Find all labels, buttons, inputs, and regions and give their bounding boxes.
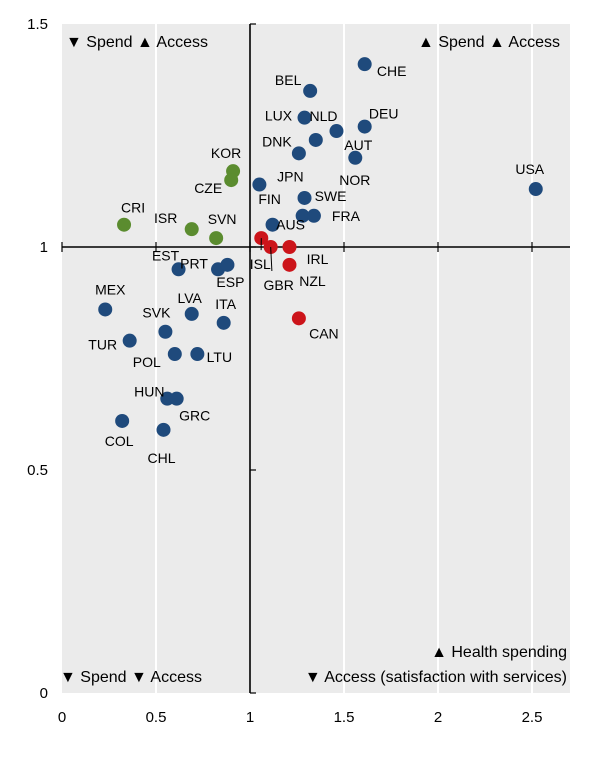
point-label-svn: SVN <box>208 211 237 227</box>
point-label-aut: AUT <box>344 137 372 153</box>
point-label-aus: AUS <box>276 217 305 233</box>
point-label-tur: TUR <box>88 337 117 353</box>
point-label-cze: CZE <box>194 180 222 196</box>
point-label-svk: SVK <box>142 305 171 321</box>
x-tick-label: 1 <box>246 709 254 726</box>
point-svk <box>158 325 172 339</box>
point-jpn <box>252 178 266 192</box>
point-label-lux: LUX <box>265 108 293 124</box>
point-swe <box>298 191 312 205</box>
point-label-swe: SWE <box>315 188 347 204</box>
point-label-col: COL <box>105 433 134 449</box>
point-pol <box>168 347 182 361</box>
point-label-chl: CHL <box>148 450 176 466</box>
point-aut <box>348 151 362 165</box>
quadrant-label-bottom-right-1: ▲ Health spending <box>431 644 567 661</box>
point-tur <box>123 334 137 348</box>
point-label-prt: PRT <box>180 255 208 271</box>
point-label-che: CHE <box>377 63 407 79</box>
x-tick-label: 2 <box>434 709 442 726</box>
point-cze <box>224 173 238 187</box>
point-label-ltu: LTU <box>207 349 232 365</box>
point-label-nor: NOR <box>339 172 370 188</box>
x-tick-label: 2.5 <box>522 709 543 726</box>
point-nld <box>329 124 343 138</box>
point-che <box>358 57 372 71</box>
point-label-irl: IRL <box>307 251 329 267</box>
point-dnk <box>292 146 306 160</box>
point-label-lva: LVA <box>178 290 203 306</box>
point-label-usa: USA <box>515 161 544 177</box>
point-label-pol: POL <box>133 354 161 370</box>
point-label-jpn: JPN <box>277 169 303 185</box>
x-tick-label: 0.5 <box>146 709 167 726</box>
quadrant-label-bottom-left: ▼ Spend ▼ Access <box>60 669 202 686</box>
quadrant-label-top-left: ▼ Spend ▲ Access <box>66 34 208 51</box>
point-label-bel: BEL <box>275 72 302 88</box>
point-deu <box>358 120 372 134</box>
point-label-cri: CRI <box>121 200 145 216</box>
point-can <box>292 311 306 325</box>
y-tick-label: 1 <box>40 239 48 256</box>
point-nor <box>309 133 323 147</box>
point-label-gbr: GBR <box>264 277 294 293</box>
point-esp <box>220 258 234 272</box>
point-label-can: CAN <box>309 325 339 341</box>
point-label-dnk: DNK <box>262 133 292 149</box>
point-label-isr: ISR <box>154 210 177 226</box>
point-nzl <box>282 258 296 272</box>
x-tick-label: 1.5 <box>334 709 355 726</box>
point-label-esp: ESP <box>216 274 244 290</box>
point-label-hun: HUN <box>134 384 164 400</box>
point-usa <box>529 182 543 196</box>
point-label-fin: FIN <box>258 191 281 207</box>
point-bel <box>303 84 317 98</box>
point-ita <box>217 316 231 330</box>
y-tick-label: 0 <box>40 685 48 702</box>
point-isr <box>185 222 199 236</box>
point-cri <box>117 218 131 232</box>
point-grc <box>170 392 184 406</box>
point-label-nzl: NZL <box>299 273 326 289</box>
point-label-nld: NLD <box>309 108 337 124</box>
point-label-deu: DEU <box>369 106 399 122</box>
point-label-est: EST <box>152 247 180 263</box>
point-label-mex: MEX <box>95 281 126 297</box>
point-label-kor: KOR <box>211 145 241 161</box>
point-lva <box>185 307 199 321</box>
point-fra <box>307 209 321 223</box>
point-label-isl: ISL <box>250 256 271 272</box>
point-ltu <box>190 347 204 361</box>
y-tick-label: 0.5 <box>27 462 48 479</box>
quadrant-label-top-right: ▲ Spend ▲ Access <box>418 34 560 51</box>
point-irl <box>282 240 296 254</box>
point-chl <box>157 423 171 437</box>
y-tick-label: 1.5 <box>27 16 48 33</box>
point-mex <box>98 302 112 316</box>
quadrant-label-bottom-right-2: ▼ Access (satisfaction with services) <box>305 669 567 686</box>
point-label-ita: ITA <box>215 296 236 312</box>
x-tick-label: 0 <box>58 709 66 726</box>
point-svn <box>209 231 223 245</box>
point-col <box>115 414 129 428</box>
point-label-fra: FRA <box>332 208 361 224</box>
point-label-grc: GRC <box>179 408 210 424</box>
